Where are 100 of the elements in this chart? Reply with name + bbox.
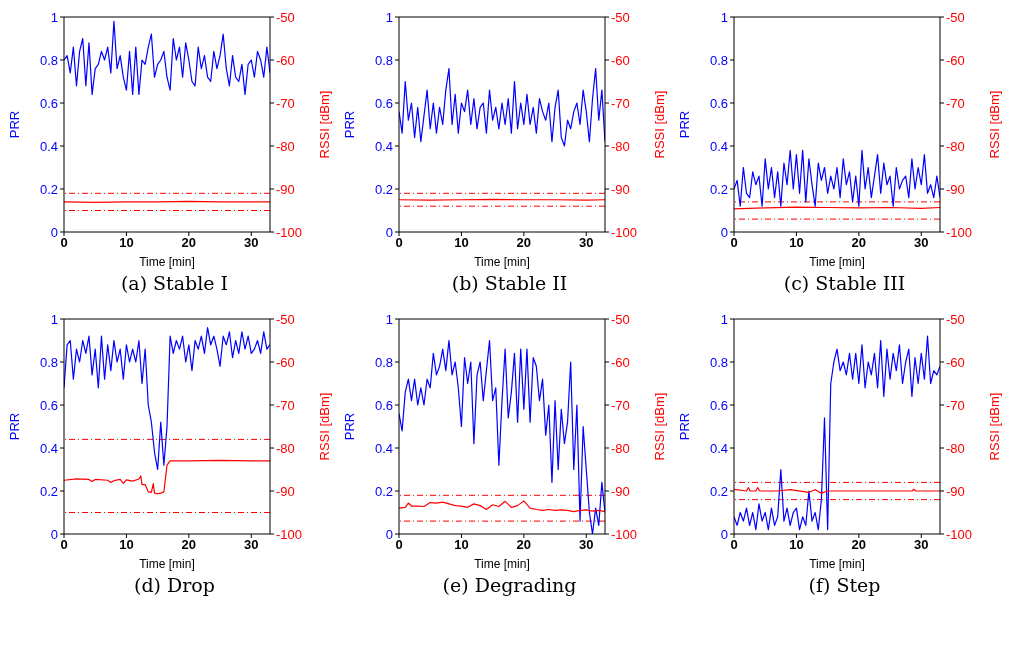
y-tick-label: 0.2: [709, 181, 728, 197]
y-tick-label: 0: [50, 224, 58, 240]
x-tick-label: 10: [453, 537, 469, 553]
text: (c) Stable III: [783, 272, 906, 296]
y-tick-label: 0: [50, 526, 58, 542]
line-series: [63, 327, 270, 471]
line-series: [733, 149, 940, 207]
y2-tick-label: -100: [945, 526, 972, 542]
x-tick-label: 10: [788, 537, 804, 553]
text: (d) Drop: [134, 574, 215, 598]
y-tick-label: 0.4: [374, 138, 393, 154]
y-tick-label: 0.2: [39, 483, 58, 499]
y2-tick-label: -80: [945, 138, 965, 154]
text: (f) Step: [808, 574, 881, 598]
y-tick-label: 0.8: [39, 52, 58, 68]
y-axis-title: PRR: [6, 110, 22, 139]
y2-tick-label: -90: [610, 181, 630, 197]
y2-tick-label: -70: [945, 397, 965, 413]
y2-tick-label: -70: [610, 397, 630, 413]
y2-tick-label: -80: [610, 440, 630, 456]
x-tick-label: 20: [516, 537, 531, 553]
y2-axis-title: RSSI [dBm]: [651, 90, 667, 159]
y2-tick-label: -50: [275, 9, 295, 25]
y2-axis-title: RSSI [dBm]: [316, 90, 332, 159]
y2-tick-label: -90: [945, 181, 965, 197]
y2-axis-title: RSSI [dBm]: [986, 90, 1002, 159]
y-tick-label: 0: [720, 224, 728, 240]
y-tick-label: 0.8: [39, 354, 58, 370]
y2-tick-label: -100: [275, 224, 302, 240]
x-tick-label: 10: [118, 235, 134, 251]
y2-tick-label: -100: [945, 224, 972, 240]
x-axis-title: Time [min]: [138, 255, 195, 269]
x-tick-label: 20: [851, 537, 866, 553]
y-tick-label: 1: [720, 311, 728, 327]
x-axis-title: Time [min]: [808, 557, 865, 571]
x-tick-label: 30: [243, 537, 259, 553]
y-tick-label: 0: [385, 526, 393, 542]
line-series: [398, 68, 605, 147]
text: (b) Stable II: [451, 272, 568, 296]
y-tick-label: 1: [385, 9, 393, 25]
text: (a) Stable I: [120, 272, 229, 296]
y2-tick-label: -50: [945, 9, 965, 25]
x-tick-label: 30: [913, 235, 929, 251]
y2-axis-title: RSSI [dBm]: [316, 392, 332, 461]
x-axis-title: Time [min]: [473, 255, 530, 269]
y2-tick-label: -100: [275, 526, 302, 542]
y2-tick-label: -80: [275, 138, 295, 154]
x-tick-label: 30: [913, 537, 929, 553]
y-tick-label: 0.6: [374, 95, 393, 111]
line-series: [733, 335, 940, 531]
y-tick-label: 1: [720, 9, 728, 25]
y-tick-label: 1: [50, 9, 58, 25]
y-tick-label: 0.4: [709, 440, 728, 456]
text: (e) Degrading: [442, 574, 577, 598]
y-axis-title: PRR: [6, 412, 22, 441]
line-series: [63, 459, 270, 495]
y-axis-title: PRR: [341, 412, 357, 441]
y2-tick-label: -60: [945, 52, 965, 68]
y-axis-title: PRR: [676, 412, 692, 441]
y2-tick-label: -90: [275, 181, 295, 197]
x-tick-label: 30: [243, 235, 259, 251]
y-axis-title: PRR: [676, 110, 692, 139]
y-tick-label: 0.8: [709, 52, 728, 68]
x-tick-label: 10: [118, 537, 134, 553]
y2-tick-label: -90: [610, 483, 630, 499]
line-series: [398, 500, 605, 513]
y-tick-label: 0.6: [709, 95, 728, 111]
y2-tick-label: -60: [945, 354, 965, 370]
y2-tick-label: -90: [945, 483, 965, 499]
y-tick-label: 0: [385, 224, 393, 240]
y2-tick-label: -80: [275, 440, 295, 456]
y2-tick-label: -50: [610, 9, 630, 25]
x-axis-title: Time [min]: [473, 557, 530, 571]
y2-tick-label: -80: [945, 440, 965, 456]
y2-tick-label: -60: [275, 354, 295, 370]
y2-tick-label: -80: [610, 138, 630, 154]
y2-tick-label: -60: [610, 52, 630, 68]
y-tick-label: 0.6: [709, 397, 728, 413]
x-tick-label: 10: [453, 235, 469, 251]
line-series: [63, 20, 270, 95]
x-axis-title: Time [min]: [138, 557, 195, 571]
y-tick-label: 0.2: [374, 181, 393, 197]
x-tick-label: 20: [181, 235, 196, 251]
y-tick-label: 0.6: [39, 397, 58, 413]
y-tick-label: 0.4: [709, 138, 728, 154]
y2-tick-label: -100: [610, 526, 637, 542]
x-tick-label: 30: [578, 235, 594, 251]
x-tick-label: 20: [851, 235, 866, 251]
x-tick-label: 10: [788, 235, 804, 251]
y2-tick-label: -50: [610, 311, 630, 327]
y-tick-label: 0.4: [39, 138, 58, 154]
y-axis-title: PRR: [341, 110, 357, 139]
y-tick-label: 0.2: [709, 483, 728, 499]
y-tick-label: 0.6: [374, 397, 393, 413]
y-tick-label: 1: [50, 311, 58, 327]
y2-tick-label: -60: [275, 52, 295, 68]
y2-tick-label: -50: [945, 311, 965, 327]
x-tick-label: 30: [578, 537, 594, 553]
y2-tick-label: -70: [275, 397, 295, 413]
y2-tick-label: -70: [275, 95, 295, 111]
